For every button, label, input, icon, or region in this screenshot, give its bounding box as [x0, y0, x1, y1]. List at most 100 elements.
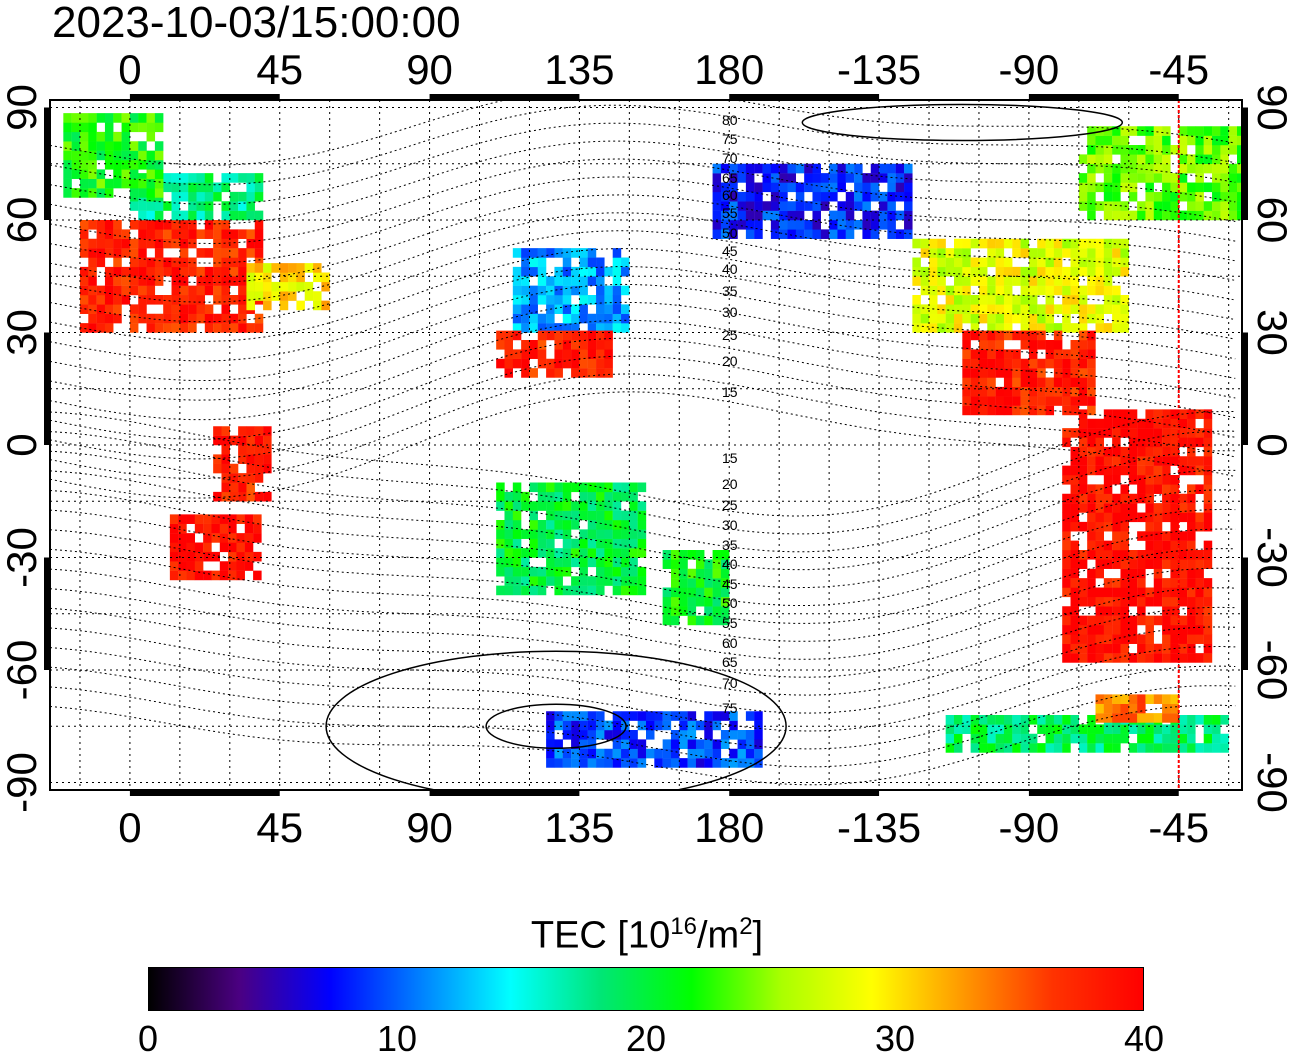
- contour-label: 60: [722, 635, 738, 651]
- tec-cell: [1095, 437, 1104, 448]
- tec-cell: [1087, 304, 1096, 314]
- tec-cell: [204, 285, 214, 296]
- tec-cell: [612, 520, 622, 530]
- tec-cell: [1095, 512, 1104, 523]
- tec-cell: [1120, 210, 1129, 221]
- tec-cell: [1237, 182, 1242, 193]
- tec-cell: [1187, 456, 1196, 466]
- tec-cell: [521, 323, 530, 333]
- tec-cell: [163, 173, 172, 183]
- tec-cell: [571, 285, 580, 296]
- tec-cell: [1162, 643, 1171, 654]
- tec-cell: [529, 295, 538, 305]
- tec-cell: [171, 304, 181, 314]
- tec-cell: [154, 122, 164, 133]
- tec-cell: [1078, 313, 1088, 324]
- tec-cell: [621, 748, 630, 759]
- tec-cell: [496, 585, 505, 596]
- tec-cell: [1020, 724, 1030, 734]
- tec-cell: [213, 276, 222, 286]
- tec-cell: [1254, 164, 1263, 174]
- tec-cell: [1203, 587, 1213, 598]
- tec-cell: [1112, 578, 1121, 588]
- tec-cell: [271, 263, 280, 273]
- tec-cell: [88, 257, 97, 268]
- tec-cell: [1112, 733, 1121, 744]
- tec-cell: [1162, 733, 1171, 744]
- tec-cell: [1120, 724, 1129, 734]
- colorbar-title: TEC [1016/m2]: [530, 913, 764, 957]
- tec-cell: [629, 566, 638, 577]
- tec-cell: [1020, 733, 1030, 744]
- tec-cell: [562, 349, 572, 359]
- tec-cell: [1170, 606, 1179, 616]
- tec-cell: [1153, 578, 1163, 588]
- tec-cell: [1003, 330, 1013, 341]
- tec-cell: [79, 150, 89, 161]
- tec-cell: [1003, 304, 1013, 314]
- tec-cell: [829, 220, 838, 230]
- tec-cell: [1070, 428, 1080, 438]
- tec-cell: [1012, 349, 1021, 359]
- tec-cell: [920, 313, 930, 324]
- tec-world-map: 8075706560555045403530252015152025303540…: [0, 46, 1294, 851]
- tec-cell: [1070, 349, 1080, 359]
- tec-cell: [1087, 163, 1096, 174]
- tec-cell: [1078, 330, 1088, 341]
- tec-cell: [1120, 615, 1129, 626]
- tec-cell: [1128, 634, 1138, 644]
- tec-cell: [1070, 295, 1080, 305]
- tec-cell: [1028, 368, 1038, 378]
- tec-cell: [737, 730, 747, 740]
- tec-cell: [521, 285, 530, 296]
- tec-cell: [1037, 386, 1046, 397]
- tec-cell: [1195, 409, 1204, 419]
- tec-cell: [169, 561, 179, 571]
- tec-cell: [1153, 210, 1163, 221]
- tec-cell: [1037, 257, 1046, 268]
- tec-region-southern-africa: [169, 514, 262, 581]
- tec-cell: [1162, 126, 1171, 136]
- tec-cell: [229, 266, 239, 277]
- tec-cell: [770, 191, 780, 202]
- tec-cell: [554, 358, 563, 369]
- tec-cell: [754, 739, 763, 749]
- tec-cell: [213, 238, 222, 249]
- tec-region-antarctic-pacific: [546, 711, 763, 768]
- tec-cell: [987, 276, 996, 286]
- tec-cell: [1178, 568, 1188, 579]
- tec-cell: [554, 548, 563, 558]
- tec-cell: [670, 739, 680, 749]
- tec-cell: [1053, 276, 1063, 286]
- tec-cell: [236, 561, 245, 571]
- tec-cell: [221, 285, 230, 296]
- tec-cell: [712, 559, 722, 569]
- tec-cell: [1128, 724, 1138, 734]
- tec-cell: [579, 711, 588, 721]
- top-edge-bar: [1028, 94, 1179, 100]
- tec-cell: [1028, 340, 1038, 350]
- tec-cell: [512, 349, 522, 359]
- tec-cell: [720, 587, 730, 598]
- tec-cell: [537, 482, 547, 493]
- tec-cell: [1145, 724, 1154, 734]
- magnetic-latitude-contours: 8075706560555045403530252015152025303540…: [50, 100, 1236, 790]
- tec-cell: [1078, 503, 1088, 513]
- tec-cell: [1037, 396, 1046, 406]
- tec-cell: [1170, 201, 1179, 211]
- tec-cell: [1078, 578, 1088, 588]
- tec-cell: [129, 122, 139, 133]
- tec-cell: [596, 491, 605, 502]
- tec-cell: [313, 291, 322, 301]
- tec-cell: [945, 733, 955, 744]
- tec-cell: [1128, 163, 1138, 174]
- tec-cell: [829, 173, 838, 183]
- tec-cell: [529, 368, 538, 378]
- tec-cell: [154, 160, 164, 170]
- tec-cell: [870, 182, 880, 193]
- tec-cell: [995, 368, 1005, 378]
- tec-cell: [1003, 285, 1013, 296]
- tec-cell: [770, 220, 780, 230]
- tec-cell: [1212, 743, 1221, 753]
- tec-cell: [129, 248, 139, 258]
